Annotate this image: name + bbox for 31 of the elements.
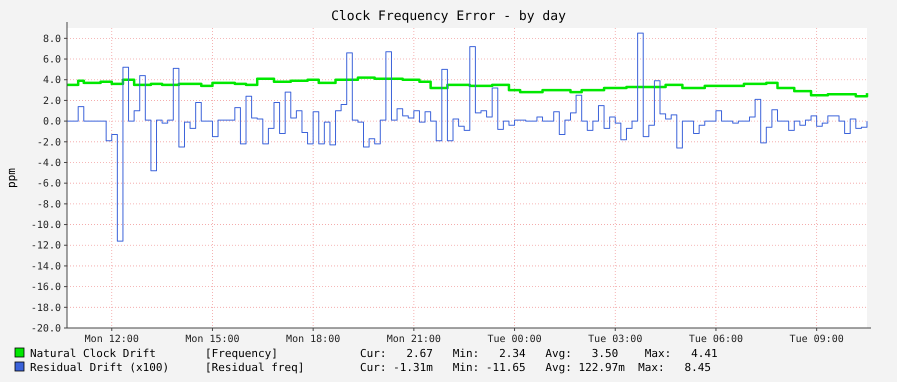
text: Cur: 2.67 Min: 2.34 Avg: 3.50 Max: 4.41: [360, 347, 718, 360]
y-tick-label: -8.0: [36, 199, 61, 210]
y-tick-label: -14.0: [30, 261, 61, 272]
y-tick-label: 0.0: [42, 116, 61, 128]
x-tick-label: Tue 03:00: [588, 334, 642, 345]
legend-label: Residual Drift (x100): [30, 361, 170, 374]
x-tick-label: Mon 18:00: [286, 334, 340, 345]
y-tick-label: 6.0: [42, 54, 61, 66]
x-tick-label: Mon 21:00: [386, 334, 441, 345]
y-tick-label: -10.0: [30, 220, 61, 232]
y-tick-label: 8.0: [42, 34, 61, 45]
text: Cur: -1.31m Min: -11.65 Avg: 122.97m Max: 8.45: [360, 361, 711, 374]
y-tick-label: -6.0: [36, 178, 61, 190]
y-tick-label: -2.0: [36, 137, 61, 148]
x-tick-label: Tue 06:00: [688, 334, 744, 345]
y-tick-label: -4.0: [36, 158, 61, 169]
y-tick-label: 2.0: [42, 96, 61, 107]
y-tick-label: -16.0: [30, 282, 61, 294]
y-tick-label: -18.0: [30, 302, 61, 314]
text: [Frequency]: [205, 347, 278, 360]
y-tick-label: -20.0: [30, 324, 61, 334]
text: [Residual freq]: [205, 361, 304, 374]
x-tick-label: Mon 12:00: [84, 334, 139, 345]
y-tick-label: 4.0: [42, 75, 61, 86]
x-tick-label: Mon 15:00: [185, 334, 240, 345]
y-axis-title: ppm: [5, 168, 18, 188]
x-tick-label: Tue 09:00: [790, 334, 844, 345]
x-tick-label: Tue 00:00: [487, 334, 542, 345]
chart-title: Clock Frequency Error - by day: [331, 9, 566, 24]
legend-label: Natural Clock Drift: [30, 347, 156, 360]
y-tick-label: -12.0: [30, 240, 61, 252]
